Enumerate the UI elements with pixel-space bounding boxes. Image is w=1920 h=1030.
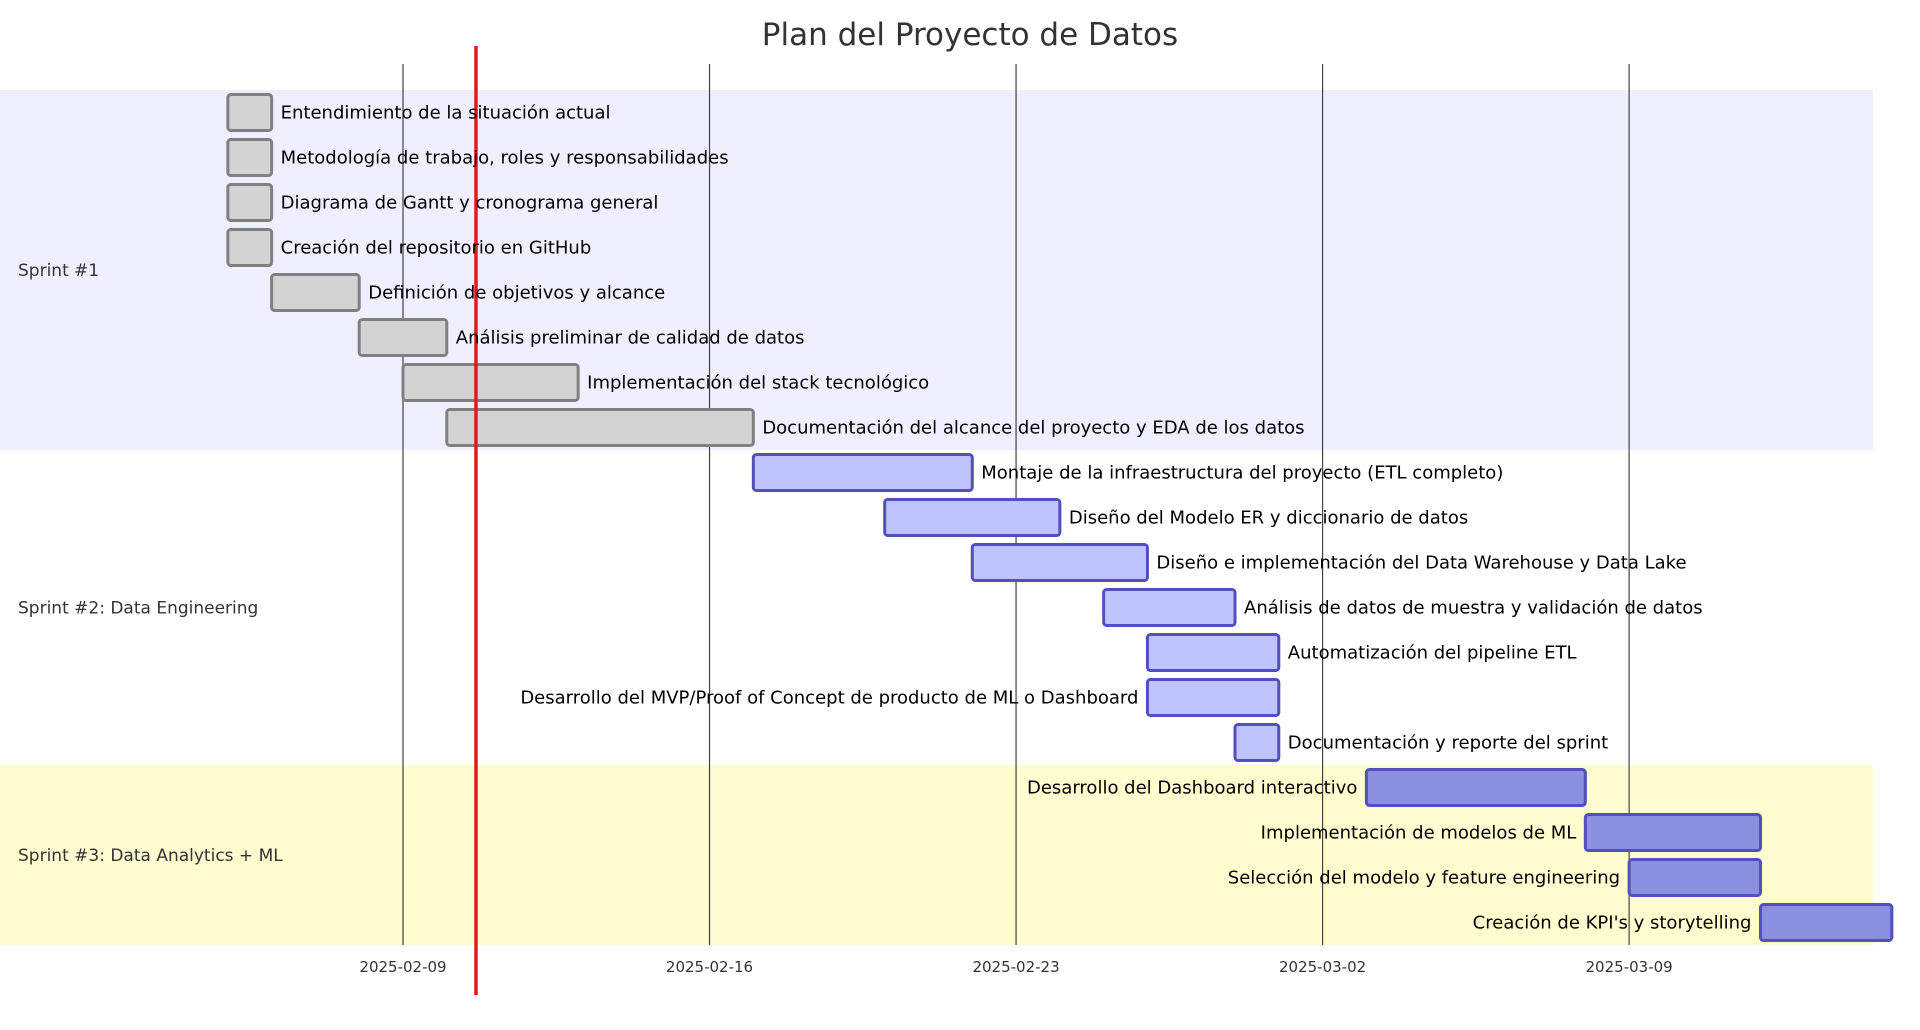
section-labels: Sprint #1 Sprint #2: Data Engineering Spri…: [18, 261, 283, 866]
task-label: Análisis preliminar de calidad de datos: [456, 328, 805, 349]
task-label: Análisis de datos de muestra y validació…: [1244, 598, 1703, 619]
task-bar: [226, 183, 274, 222]
task-label: Creación del repositorio en GitHub: [281, 238, 592, 259]
x-tick-label: 2025-02-16: [666, 958, 753, 976]
task-label: Entendimiento de la situación actual: [281, 103, 611, 124]
task-bar: [883, 498, 1062, 537]
task-label: Metodología de trabajo, roles y responsa…: [281, 148, 729, 169]
task-label: Implementación del stack tecnológico: [587, 373, 929, 394]
task-bar: [357, 318, 449, 357]
task-label: Definición de objetivos y alcance: [368, 283, 665, 304]
section-label: Sprint #1: [18, 261, 99, 281]
x-tick-label: 2025-03-09: [1586, 958, 1673, 976]
task-label: Diseño del Modelo ER y diccionario de da…: [1069, 508, 1468, 529]
chart-title: Plan del Proyecto de Datos: [762, 17, 1178, 53]
task-label: Desarrollo del Dashboard interactivo: [1027, 778, 1357, 799]
x-tick-label: 2025-03-02: [1279, 958, 1366, 976]
task-label: Montaje de la infraestructura del proyec…: [981, 463, 1503, 484]
task-label: Diseño e implementación del Data Warehou…: [1156, 553, 1686, 574]
task-bar: [970, 543, 1149, 582]
task-label: Automatización del pipeline ETL: [1288, 643, 1577, 664]
task-bar: [1758, 903, 1894, 942]
x-axis-ticks: 2025-02-09 2025-02-16 2025-02-23 2025-03-02…: [359, 958, 1672, 976]
section-band: [0, 90, 1873, 450]
task-label: Desarrollo del MVP/Proof of Concept de p…: [520, 688, 1138, 709]
task-bar: [445, 408, 755, 447]
grid-lines: [402, 64, 1630, 945]
task-bars: [226, 93, 1894, 942]
task-label: Documentación del alcance del proyecto y…: [762, 418, 1304, 439]
task-bar: [1145, 678, 1281, 717]
task-bar: [1583, 813, 1762, 852]
task-bar: [1145, 633, 1281, 672]
task-labels: Entendimiento de la situación actual Meto…: [281, 103, 1752, 934]
section-label: Sprint #2: Data Engineering: [18, 599, 258, 619]
task-bar: [1627, 858, 1762, 897]
x-tick-label: 2025-02-23: [972, 958, 1059, 976]
task-bar: [226, 93, 274, 132]
task-bar: [1364, 768, 1587, 807]
task-label: Documentación y reporte del sprint: [1288, 733, 1608, 754]
task-label: Diagrama de Gantt y cronograma general: [281, 193, 659, 214]
task-bar: [1233, 723, 1281, 762]
task-bar: [226, 228, 274, 267]
task-bar: [751, 453, 974, 492]
task-label: Implementación de modelos de ML: [1261, 823, 1577, 844]
task-bar: [270, 273, 361, 312]
section-label: Sprint #3: Data Analytics + ML: [18, 846, 283, 866]
task-label: Selección del modelo y feature engineeri…: [1228, 868, 1620, 889]
task-label: Creación de KPI's y storytelling: [1473, 913, 1752, 934]
task-bar: [226, 138, 274, 177]
task-bar: [1102, 588, 1237, 627]
x-tick-label: 2025-02-09: [359, 958, 446, 976]
task-bar: [401, 363, 580, 402]
